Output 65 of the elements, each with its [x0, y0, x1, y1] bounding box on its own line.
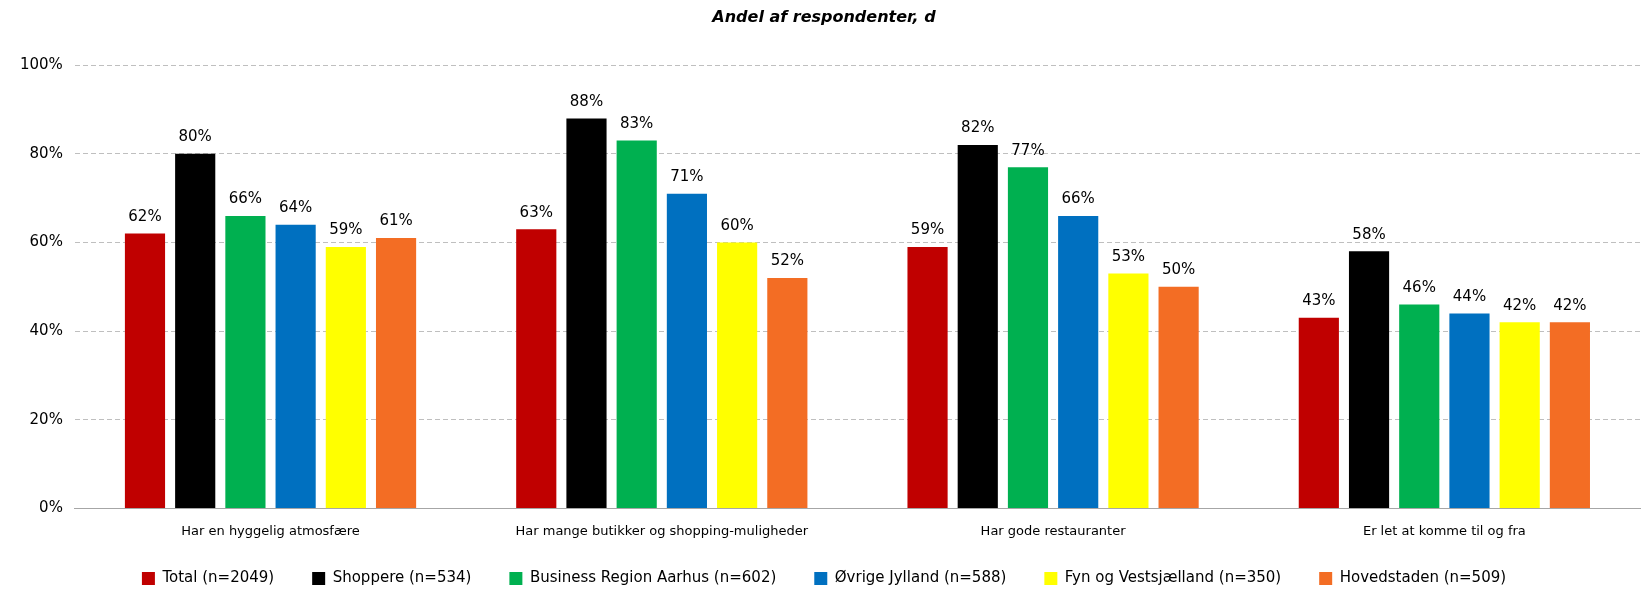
data-label: 66% — [1061, 189, 1095, 208]
bar — [1108, 273, 1149, 508]
data-label: 61% — [379, 211, 413, 230]
data-label: 88% — [569, 91, 604, 110]
bar — [516, 229, 557, 508]
x-tick-label: Har mange butikker og shopping-muligheder — [515, 522, 809, 538]
data-label: 77% — [1011, 140, 1045, 159]
y-tick-label: 100% — [19, 55, 63, 74]
bar — [1399, 304, 1440, 508]
data-label: 44% — [1452, 286, 1487, 305]
data-label: 83% — [620, 113, 654, 132]
bar — [717, 242, 758, 508]
bar — [1449, 313, 1490, 508]
data-label: 46% — [1402, 277, 1436, 296]
legend-label: Business Region Aarhus (n=602) — [529, 568, 777, 587]
data-label: 71% — [670, 167, 704, 186]
legend-label: Øvrige Jylland (n=588) — [834, 568, 1007, 587]
data-label: 59% — [910, 220, 945, 239]
bar — [907, 246, 948, 508]
legend-label: Fyn og Vestsjælland (n=350) — [1064, 568, 1282, 587]
data-label: 43% — [1302, 291, 1336, 310]
y-tick-label: 80% — [29, 143, 63, 162]
data-label: 80% — [178, 127, 212, 146]
data-label: 50% — [1161, 260, 1196, 279]
data-label: 60% — [720, 215, 754, 234]
bar — [1549, 322, 1590, 508]
bar — [124, 233, 166, 508]
bar — [325, 246, 366, 508]
data-label: 66% — [228, 189, 263, 208]
bar — [1298, 317, 1339, 508]
chart-title: Andel af respondenter, d — [710, 6, 937, 26]
data-label: 64% — [278, 198, 313, 217]
data-label: 63% — [519, 202, 553, 221]
bar — [275, 224, 316, 508]
y-tick-label: 0% — [39, 498, 63, 517]
bar — [375, 238, 417, 508]
legend-label: Shoppere (n=534) — [332, 568, 472, 587]
bar — [566, 118, 607, 508]
data-label: 62% — [128, 207, 162, 226]
bar — [767, 277, 808, 508]
y-tick-label: 20% — [29, 409, 63, 428]
data-label: 53% — [1111, 246, 1146, 265]
data-label: 58% — [1352, 224, 1386, 243]
bar — [1058, 215, 1099, 508]
legend-label: Hovedstaden (n=509) — [1339, 568, 1507, 587]
data-label: 82% — [961, 118, 995, 137]
y-tick-label: 60% — [29, 232, 63, 251]
data-label: 52% — [770, 251, 805, 270]
bar — [1348, 251, 1390, 508]
bar — [957, 144, 998, 508]
data-label: 59% — [329, 220, 363, 239]
y-tick-label: 40% — [29, 321, 63, 340]
bar — [1007, 167, 1049, 508]
legend-label: Total (n=2049) — [161, 568, 275, 587]
bar — [666, 193, 707, 508]
bar — [175, 153, 216, 508]
x-tick-label: Har gode restauranter — [980, 522, 1127, 538]
bar — [225, 215, 266, 508]
bar — [1158, 286, 1199, 508]
data-label: 42% — [1553, 295, 1587, 314]
x-tick-label: Har en hyggelig atmosfære — [181, 522, 360, 538]
x-tick-label: Er let at komme til og fra — [1362, 522, 1526, 538]
bar — [616, 140, 657, 508]
data-label: 42% — [1503, 295, 1537, 314]
bar — [1499, 322, 1540, 508]
